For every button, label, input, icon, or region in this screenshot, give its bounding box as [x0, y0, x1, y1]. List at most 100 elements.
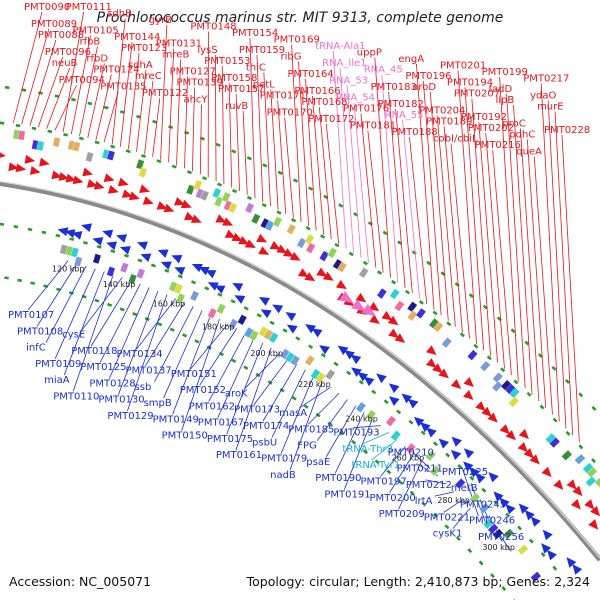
gene-label[interactable]: RNA_54 — [336, 93, 375, 104]
gene-label[interactable]: PMT0197 — [361, 477, 407, 488]
gene-label[interactable]: ahcY — [183, 95, 208, 106]
gene-label[interactable]: PMT0202 — [468, 123, 514, 134]
gene-label[interactable]: PMT0209 — [379, 509, 425, 520]
gene-label[interactable]: PMT0204 — [419, 106, 465, 117]
gene-label[interactable]: PMT0109 — [35, 359, 81, 370]
gene-label[interactable]: PMT0183 — [371, 82, 417, 93]
gene-label[interactable]: PMT0131 — [156, 39, 202, 50]
gene-label[interactable]: rfbB — [79, 37, 100, 48]
gene-label[interactable]: PMT0153 — [204, 56, 250, 67]
gene-label[interactable]: PMT0107 — [8, 310, 54, 321]
gene-label[interactable]: PMT0174 — [243, 421, 289, 432]
gene-label[interactable]: PMT0175 — [207, 434, 253, 445]
gene-label[interactable]: tRNA-Thr3 — [342, 444, 393, 455]
gene-label[interactable]: neuB — [52, 58, 78, 69]
gene-label[interactable]: PMT0225 — [442, 467, 488, 478]
gene-label[interactable]: PMT0144 — [114, 32, 160, 43]
gene-label[interactable]: PMT0149 — [153, 414, 199, 425]
gene-label[interactable]: PMT0216 — [475, 140, 521, 151]
gene-label[interactable]: PMT0110 — [53, 391, 99, 402]
gene-label[interactable]: metB — [451, 483, 478, 494]
gene-label[interactable]: PMT0150 — [162, 431, 208, 442]
gene-label[interactable]: infC — [26, 343, 46, 354]
gene-label[interactable]: ruvB — [225, 101, 248, 112]
gene-label[interactable]: tRNA-Ala1 — [315, 41, 365, 52]
gene-label[interactable]: PMT0094 — [59, 75, 105, 86]
gene-label[interactable]: PMT0090 — [24, 2, 70, 13]
gene-label[interactable]: cobI/cbiL — [433, 134, 478, 145]
gene-label[interactable]: PMT0111 — [66, 2, 112, 13]
gene-label[interactable]: PMT0188 — [391, 127, 437, 138]
gene-label[interactable]: PMT0200 — [370, 493, 416, 504]
gene-label[interactable]: PMT0185 — [288, 424, 334, 435]
gene-label[interactable]: PMT0228 — [544, 125, 590, 136]
gene-label[interactable]: PMT0123 — [121, 43, 167, 54]
gene-label[interactable]: aroK — [225, 388, 248, 399]
gene-label[interactable]: PMT0158 — [211, 73, 257, 84]
gene-label[interactable]: aroD — [412, 82, 436, 93]
gene-label[interactable]: PMT0189 — [426, 117, 472, 128]
gene-label[interactable]: PMT0164 — [287, 69, 333, 80]
gene-label[interactable]: PMT0128 — [89, 378, 135, 389]
gene-label[interactable]: psaE — [306, 457, 330, 468]
gene-label[interactable]: PMT0169 — [274, 35, 320, 46]
gene-label[interactable]: PMT0245 — [460, 499, 506, 510]
gene-label[interactable]: RNA_55 — [385, 110, 424, 121]
gene-label[interactable]: PMT0170 — [267, 108, 313, 119]
gene-label[interactable]: PMT0096 — [45, 47, 91, 58]
gene-label[interactable]: PMT0173 — [234, 405, 280, 416]
gene-label[interactable]: nadB — [270, 470, 296, 481]
gene-label[interactable]: PMT0152 — [180, 385, 226, 396]
gene-label[interactable]: PMT0207 — [454, 89, 500, 100]
gene-label[interactable]: PMT0148 — [190, 22, 236, 33]
gene-label[interactable]: masA — [279, 408, 307, 419]
gene-label[interactable]: PMT0139 — [177, 78, 223, 89]
gene-label[interactable]: murE — [537, 102, 564, 113]
gene-label[interactable]: uppP — [357, 48, 382, 59]
gene-label[interactable]: PMT0130 — [98, 395, 144, 406]
gene-label[interactable]: PMT0171 — [260, 91, 306, 102]
gene-label[interactable]: PMT0122 — [142, 88, 188, 99]
gene-label[interactable]: PMT0246 — [469, 516, 515, 527]
gene-label[interactable]: PMT0166 — [294, 86, 340, 97]
gene-label[interactable]: PMT0168 — [301, 97, 347, 108]
gene-label[interactable]: PMT0176 — [343, 104, 389, 115]
gene-label[interactable]: PMT0217 — [523, 74, 569, 85]
gene-label[interactable]: PMT0211 — [397, 464, 443, 475]
gene-label[interactable]: PMT0201 — [440, 61, 486, 72]
gene-label[interactable]: FPG — [297, 441, 317, 452]
gene-label[interactable]: PMT0182 — [378, 99, 424, 110]
gene-label[interactable]: PMT0256 — [478, 532, 524, 543]
gene-label[interactable]: PMT0192 — [461, 112, 507, 123]
gene-label[interactable]: psbU — [252, 437, 277, 448]
gene-label[interactable]: ribG — [281, 52, 302, 63]
gene-label[interactable]: PMT0088 — [38, 30, 84, 41]
gene-label[interactable]: PMT0161 — [216, 450, 262, 461]
gene-label[interactable]: PMT0135 — [100, 82, 146, 93]
gene-label[interactable]: smpB — [144, 398, 172, 409]
gene-label[interactable]: PMT0181 — [350, 121, 396, 132]
gene-label[interactable]: PMT0137 — [126, 366, 172, 377]
gene-label[interactable]: cysE — [62, 330, 85, 341]
gene-label[interactable]: sdhA — [128, 60, 153, 71]
gene-label[interactable]: PMT0125 — [80, 362, 126, 373]
gene-label[interactable]: pdhC — [509, 130, 535, 141]
gene-label[interactable]: PMT0179 — [261, 454, 307, 465]
gene-label[interactable]: lysS — [197, 45, 217, 56]
gene-label[interactable]: petL — [253, 80, 275, 91]
gene-label[interactable]: miaA — [44, 375, 70, 386]
gene-label[interactable]: RNA_45 — [364, 65, 403, 76]
gene-label[interactable]: PMT0191 — [324, 489, 370, 500]
gene-label[interactable]: ssb — [135, 382, 152, 393]
gene-label[interactable]: PMT0124 — [93, 65, 139, 76]
gene-label[interactable]: thiC — [246, 63, 266, 74]
gene-label[interactable]: proC — [502, 119, 525, 130]
gene-label[interactable]: PMT0089 — [31, 19, 77, 30]
gene-label[interactable]: PMT0190 — [315, 473, 361, 484]
gene-label[interactable]: PMT0105 — [73, 26, 119, 37]
gene-label[interactable]: gyrB — [149, 15, 172, 26]
gene-label[interactable]: PMT0193 — [333, 428, 379, 439]
gene-label[interactable]: PMT0134 — [116, 349, 162, 360]
gene-label[interactable]: PMT0196 — [405, 71, 451, 82]
gene-label[interactable]: PMT0199 — [482, 67, 528, 78]
